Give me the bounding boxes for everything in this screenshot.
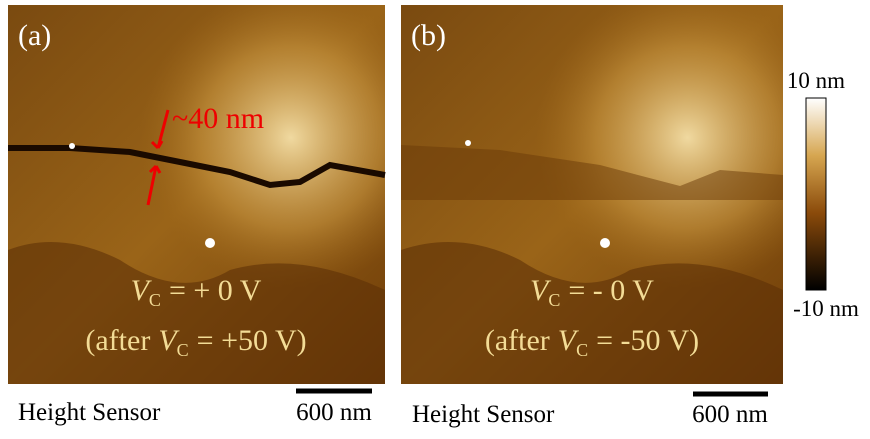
value: = -50 V): [596, 324, 699, 357]
prefix: (after: [485, 324, 550, 357]
subscript: C: [149, 290, 161, 310]
annotation: ~40 nm: [172, 102, 264, 135]
panel-label: (b): [411, 19, 446, 52]
scale-label: 600 nm: [296, 399, 372, 426]
subscript: C: [177, 340, 189, 360]
colorbar-max: 10 nm: [787, 68, 845, 93]
colorbar: [806, 98, 826, 290]
value: = + 0 V: [169, 274, 262, 307]
figure: (a)~40 nmVC= + 0 V(afterVC= +50 V)Height…: [0, 0, 870, 439]
colorbar-min: -10 nm: [793, 296, 859, 321]
prefix: (after: [85, 324, 150, 357]
afm-image-b: [401, 5, 783, 384]
caption: Height Sensor: [412, 401, 555, 428]
scale-label: 600 nm: [692, 401, 768, 428]
value: = +50 V): [197, 324, 307, 357]
subscript: C: [576, 340, 588, 360]
subscript: C: [548, 290, 560, 310]
caption: Height Sensor: [18, 399, 161, 426]
value: = - 0 V: [568, 274, 654, 307]
panel-label: (a): [18, 19, 51, 52]
